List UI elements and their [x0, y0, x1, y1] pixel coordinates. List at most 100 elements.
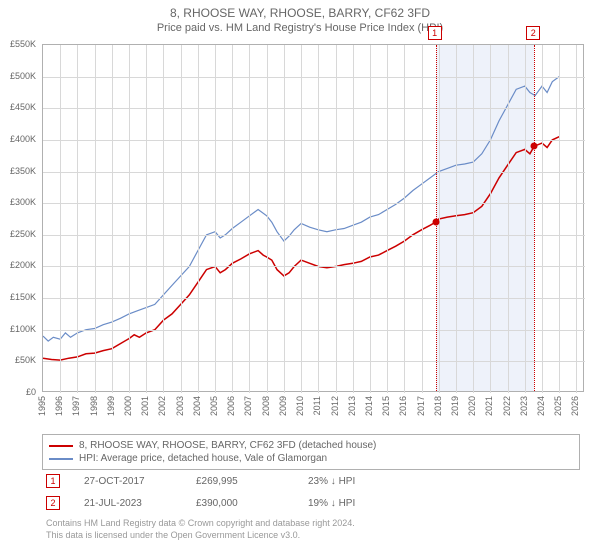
x-axis-label: 2004	[192, 396, 202, 416]
sale-price: £390,000	[196, 498, 284, 509]
sale-row-badge: 1	[46, 474, 60, 488]
x-axis-label: 2009	[278, 396, 288, 416]
x-axis-label: 1998	[89, 396, 99, 416]
legend-row: 8, RHOOSE WAY, RHOOSE, BARRY, CF62 3FD (…	[49, 439, 573, 452]
x-axis-label: 2001	[140, 396, 150, 416]
y-axis-label: £450K	[0, 102, 36, 112]
gridline-vertical	[422, 45, 423, 393]
sale-row: 221-JUL-2023£390,00019% ↓ HPI	[42, 492, 580, 514]
gridline-vertical	[542, 45, 543, 393]
y-axis-label: £150K	[0, 292, 36, 302]
gridline-vertical	[267, 45, 268, 393]
gridline-vertical	[353, 45, 354, 393]
gridline-vertical	[576, 45, 577, 393]
sale-pct-vs-hpi: 23% ↓ HPI	[308, 476, 396, 487]
sale-point-dot	[531, 143, 538, 150]
y-axis-label: £0	[0, 387, 36, 397]
x-axis-label: 2024	[536, 396, 546, 416]
gridline-horizontal	[43, 140, 585, 141]
x-axis-label: 2026	[570, 396, 580, 416]
x-axis-label: 1996	[54, 396, 64, 416]
gridline-vertical	[370, 45, 371, 393]
x-axis-label: 2008	[261, 396, 271, 416]
gridline-horizontal	[43, 266, 585, 267]
gridline-horizontal	[43, 298, 585, 299]
gridline-vertical	[249, 45, 250, 393]
legend-swatch	[49, 458, 73, 460]
gridline-vertical	[301, 45, 302, 393]
legend-label: 8, RHOOSE WAY, RHOOSE, BARRY, CF62 3FD (…	[79, 440, 376, 451]
chart-title: 8, RHOOSE WAY, RHOOSE, BARRY, CF62 3FD	[0, 0, 600, 22]
event-marker-badge: 2	[526, 26, 540, 40]
gridline-vertical	[95, 45, 96, 393]
gridline-horizontal	[43, 77, 585, 78]
gridline-vertical	[181, 45, 182, 393]
x-axis-label: 2005	[209, 396, 219, 416]
gridline-vertical	[473, 45, 474, 393]
gridline-vertical	[146, 45, 147, 393]
y-axis-label: £500K	[0, 71, 36, 81]
sale-date: 21-JUL-2023	[84, 498, 172, 509]
gridline-vertical	[112, 45, 113, 393]
gridline-vertical	[318, 45, 319, 393]
chart-plot-area: £0£50K£100K£150K£200K£250K£300K£350K£400…	[42, 44, 584, 392]
x-axis-label: 2015	[381, 396, 391, 416]
sale-row: 1 27-OCT-2017 £269,995 23% ↓ HPI	[42, 470, 580, 492]
x-axis-label: 2022	[502, 396, 512, 416]
legend-row: HPI: Average price, detached house, Vale…	[49, 452, 573, 465]
x-axis-label: 2006	[226, 396, 236, 416]
x-axis-label: 1995	[37, 396, 47, 416]
gridline-vertical	[77, 45, 78, 393]
gridline-horizontal	[43, 361, 585, 362]
gridline-horizontal	[43, 235, 585, 236]
x-axis-label: 2017	[416, 396, 426, 416]
gridline-horizontal	[43, 108, 585, 109]
sale-point-dot	[432, 219, 439, 226]
x-axis-label: 2025	[553, 396, 563, 416]
y-axis-label: £200K	[0, 260, 36, 270]
gridline-vertical	[198, 45, 199, 393]
gridline-vertical	[508, 45, 509, 393]
x-axis-label: 2018	[433, 396, 443, 416]
event-vertical-line	[534, 45, 535, 391]
gridline-vertical	[163, 45, 164, 393]
x-axis-label: 2014	[364, 396, 374, 416]
gridline-vertical	[559, 45, 560, 393]
y-axis-label: £550K	[0, 39, 36, 49]
sale-date: 27-OCT-2017	[84, 476, 172, 487]
x-axis-label: 2023	[519, 396, 529, 416]
plot-box	[42, 44, 584, 392]
gridline-vertical	[215, 45, 216, 393]
x-axis-label: 2011	[312, 396, 322, 415]
y-axis-label: £100K	[0, 324, 36, 334]
legend-and-sales: 8, RHOOSE WAY, RHOOSE, BARRY, CF62 3FD (…	[42, 434, 580, 541]
y-axis-label: £300K	[0, 197, 36, 207]
legend-swatch	[49, 445, 73, 447]
x-axis-label: 2003	[175, 396, 185, 416]
x-axis-label: 2021	[484, 396, 494, 416]
y-axis-label: £350K	[0, 166, 36, 176]
gridline-vertical	[387, 45, 388, 393]
chart-container: 8, RHOOSE WAY, RHOOSE, BARRY, CF62 3FD P…	[0, 0, 600, 560]
gridline-vertical	[525, 45, 526, 393]
x-axis-label: 2012	[330, 396, 340, 416]
sales-table: 1 27-OCT-2017 £269,995 23% ↓ HPI 2 21-JUL-202…	[42, 470, 580, 514]
y-axis-label: £400K	[0, 134, 36, 144]
x-axis-label: 2010	[295, 396, 305, 416]
gridline-horizontal	[43, 330, 585, 331]
sale-price: £269,995	[196, 476, 284, 487]
x-axis-label: 2000	[123, 396, 133, 416]
x-axis-label: 1997	[71, 396, 81, 416]
y-axis-label: £50K	[0, 355, 36, 365]
footer-text: Contains HM Land Registry data © Crown c…	[42, 514, 580, 541]
gridline-vertical	[60, 45, 61, 393]
gridline-vertical	[490, 45, 491, 393]
gridline-vertical	[284, 45, 285, 393]
gridline-vertical	[404, 45, 405, 393]
x-axis-label: 1999	[106, 396, 116, 416]
sale-row-badge: 2	[46, 496, 60, 510]
x-axis-label: 2002	[157, 396, 167, 416]
x-axis-label: 2016	[398, 396, 408, 416]
x-axis-label: 2007	[243, 396, 253, 416]
gridline-horizontal	[43, 172, 585, 173]
